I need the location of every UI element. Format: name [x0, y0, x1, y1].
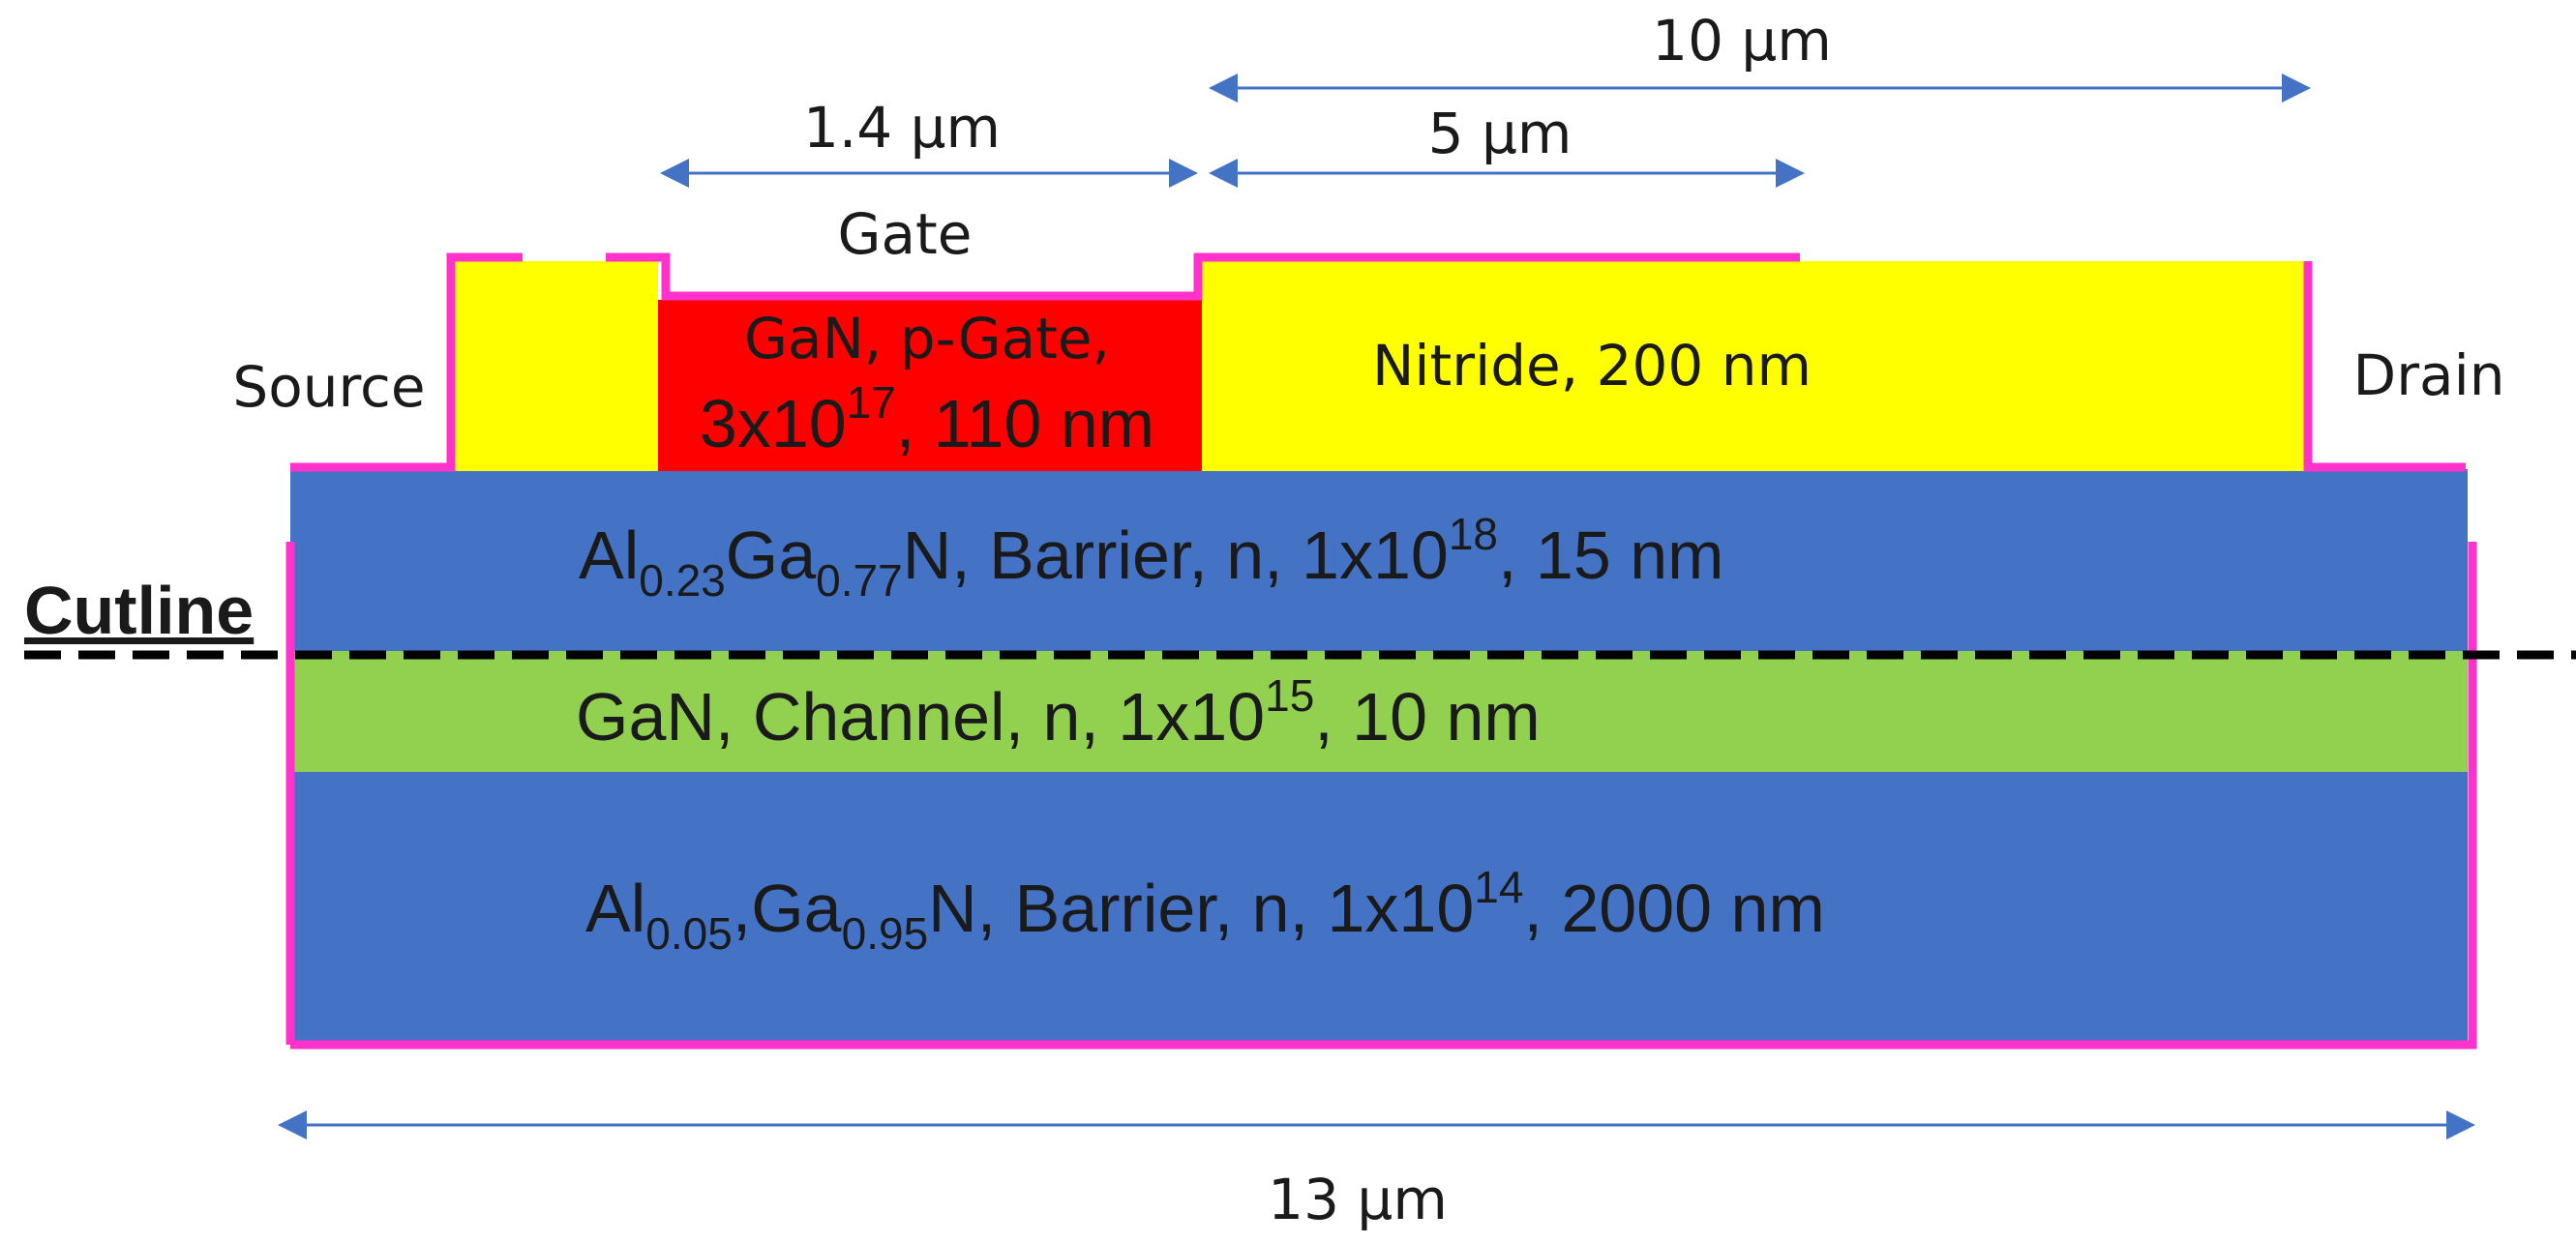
barrier-top-label: Al0.23Ga0.77N, Barrier, n, 1x1018, 15 nm — [579, 509, 1723, 606]
barrier-top-el2: Ga — [726, 518, 816, 593]
buffer-sub1: 0.05 — [645, 908, 733, 959]
dim-label-13um: 13 μm — [1268, 1167, 1448, 1232]
buffer-sep: , — [733, 871, 751, 946]
buffer-sup: 14 — [1474, 862, 1523, 912]
p-gate-line2-pre: 3x10 — [700, 386, 847, 461]
nitride-right-block — [1202, 261, 2308, 471]
buffer-label: Al0.05,Ga0.95N, Barrier, n, 1x1014, 2000… — [585, 862, 1825, 959]
buffer-layer — [290, 764, 2468, 1045]
channel-sup: 15 — [1265, 670, 1314, 721]
p-gate-label-line1: GaN, p-Gate, — [744, 306, 1110, 371]
p-gate-line2-post: , 110 nm — [896, 386, 1154, 461]
barrier-top-sup: 18 — [1449, 509, 1498, 559]
cutline-label: Cutline — [24, 573, 254, 648]
channel-label: GaN, Channel, n, 1x1015, 10 nm — [576, 670, 1541, 755]
p-gate-line2-sup: 17 — [847, 377, 896, 428]
barrier-top-el1: Al — [579, 518, 639, 593]
barrier-top-sub2: 0.77 — [816, 555, 903, 606]
p-gate-label-line2: 3x1017, 110 nm — [700, 377, 1154, 461]
buffer-sub2: 0.95 — [842, 908, 929, 959]
p-gate-layer — [658, 300, 1202, 471]
gate-label: Gate — [838, 201, 973, 267]
buffer-el2: Ga — [751, 871, 841, 946]
nitride-label: Nitride, 200 nm — [1372, 333, 1812, 399]
barrier-top-pre: N, Barrier, n, 1x10 — [903, 518, 1449, 593]
buffer-post: , 2000 nm — [1523, 871, 1824, 946]
channel-post: , 10 nm — [1314, 679, 1540, 755]
nitride-left-block — [455, 261, 658, 471]
dim-label-10um: 10 μm — [1652, 8, 1832, 74]
barrier-top-layer — [290, 469, 2468, 651]
channel-layer — [290, 648, 2468, 772]
barrier-top-post: , 15 nm — [1498, 518, 1723, 593]
channel-pre: GaN, Channel, n, 1x10 — [576, 679, 1265, 755]
barrier-top-sub1: 0.23 — [639, 555, 726, 606]
buffer-el1: Al — [585, 871, 645, 946]
source-label: Source — [232, 354, 425, 420]
dim-label-5um: 5 μm — [1428, 101, 1573, 166]
device-outline — [285, 252, 2477, 1050]
dim-label-1-4um: 1.4 μm — [803, 95, 1001, 161]
drain-label: Drain — [2353, 342, 2505, 408]
buffer-pre: N, Barrier, n, 1x10 — [928, 871, 1474, 946]
